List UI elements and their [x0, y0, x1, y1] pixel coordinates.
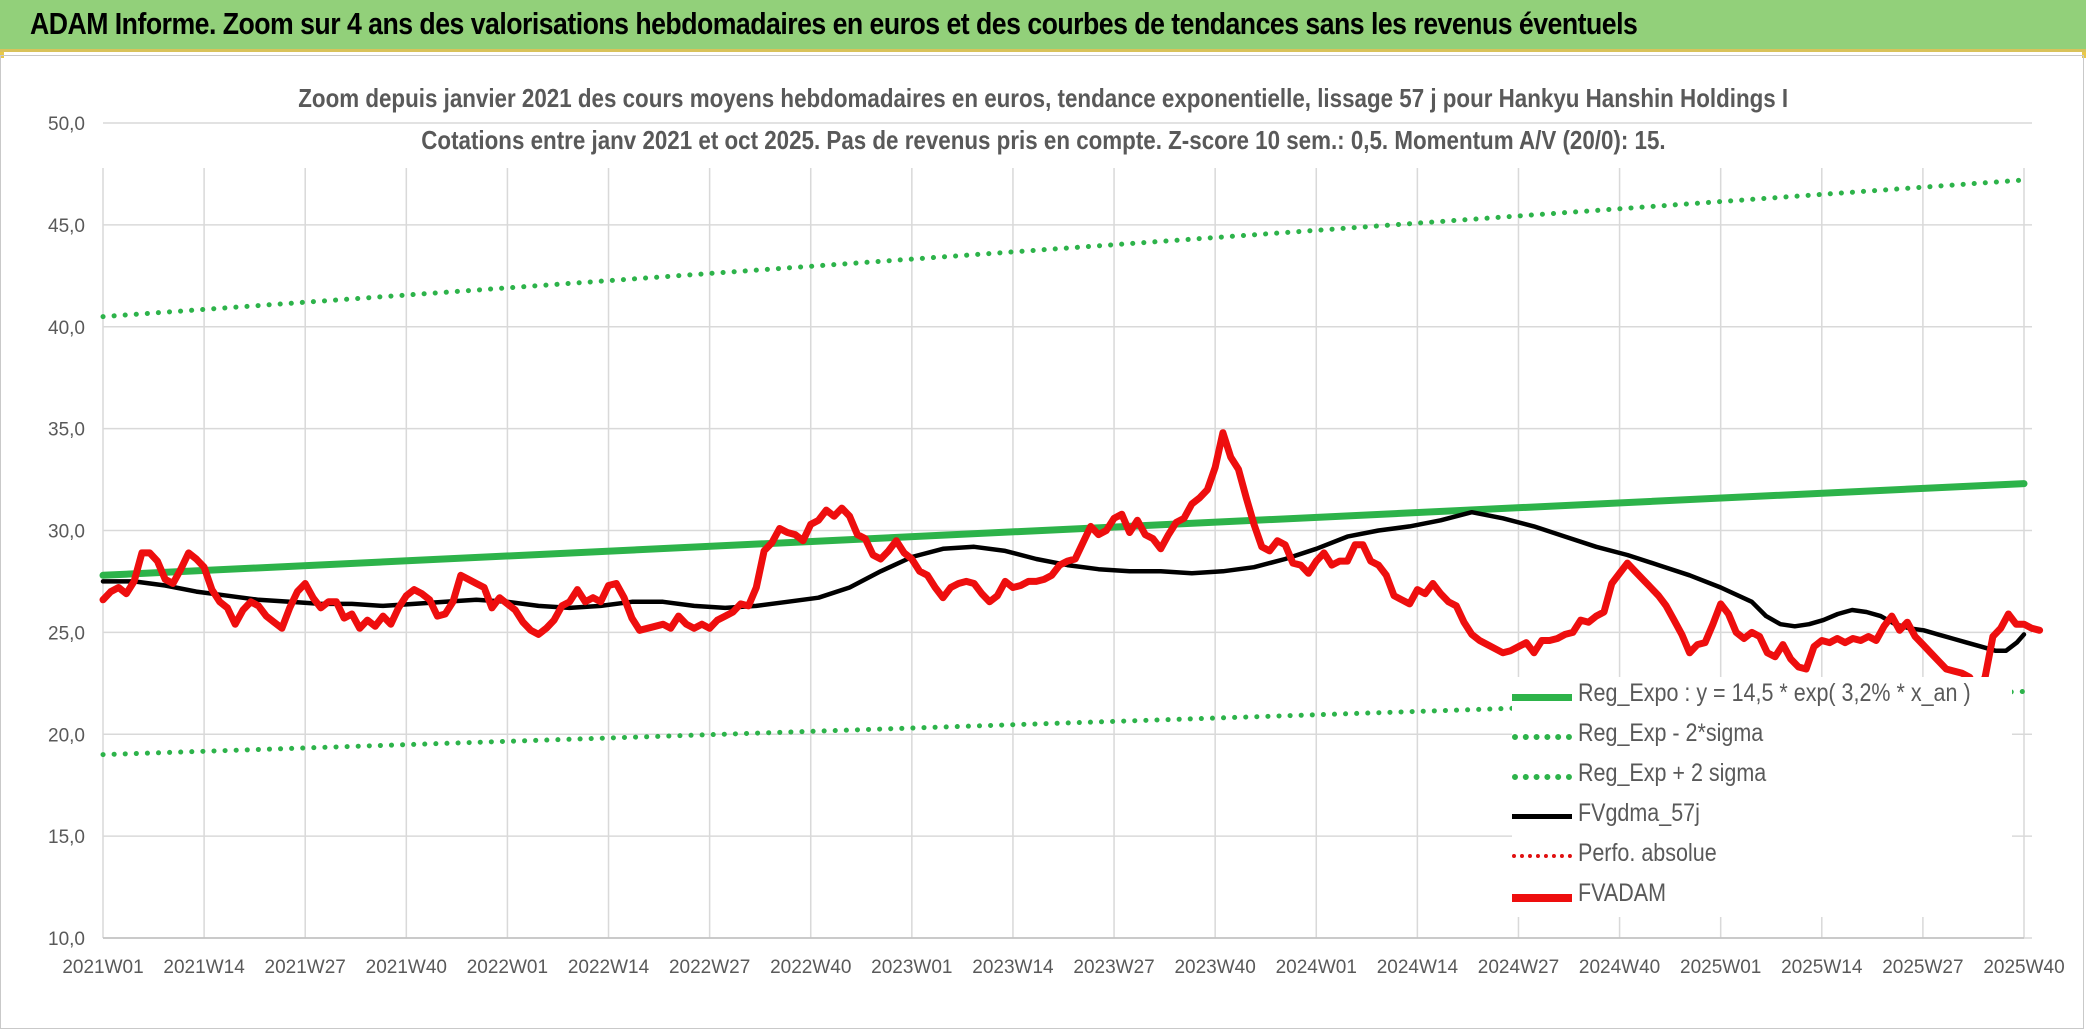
legend-swatch-fvadam	[1512, 894, 1572, 902]
x-tick-label: 2024W27	[1478, 957, 1559, 978]
y-tick-label: 45,0	[48, 216, 85, 237]
x-tick-label: 2024W14	[1377, 957, 1459, 978]
legend-swatch-reg-exp-minus	[1512, 734, 1572, 740]
legend-label-fvadam: FVADAM	[1578, 879, 1667, 907]
legend-label-reg-exp-minus: Reg_Exp - 2*sigma	[1578, 719, 1764, 747]
x-tick-label: 2022W27	[669, 957, 750, 978]
legend-label-reg-exp-plus: Reg_Exp + 2 sigma	[1578, 759, 1767, 787]
header-bar: ADAM Informe. Zoom sur 4 ans des valoris…	[0, 0, 2086, 52]
x-tick-label: 2023W40	[1174, 957, 1255, 978]
y-tick-label: 35,0	[48, 420, 85, 441]
series-line-reg-exp-2-sigma	[100, 689, 2027, 758]
legend-item-reg-expo: Reg_Expo : y = 14,5 * exp( 3,2% * x_an )	[1512, 677, 2012, 717]
x-tick-label: 2021W14	[163, 957, 245, 978]
chart-series	[99, 177, 2044, 758]
chart-subtitle-line1: Zoom depuis janvier 2021 des cours moyen…	[0, 83, 2086, 114]
legend-swatch-fvgdma	[1512, 814, 1572, 819]
x-tick-label: 2022W01	[467, 957, 548, 978]
y-axis-ticks: 10,0 15,0 20,0 25,0 30,0 35,0 40,0 45,0 50,0	[48, 114, 85, 950]
series-line-fvgdma-57j	[100, 509, 2027, 653]
x-tick-label: 2021W27	[265, 957, 346, 978]
x-tick-label: 2025W40	[1983, 957, 2064, 978]
legend-label-reg-expo: Reg_Expo : y = 14,5 * exp( 3,2% * x_an )	[1578, 679, 1971, 707]
y-tick-label: 20,0	[48, 725, 85, 746]
y-tick-label: 10,0	[48, 929, 85, 950]
y-tick-label: 40,0	[48, 318, 85, 339]
x-tick-label: 2025W01	[1680, 957, 1761, 978]
chart-frame	[0, 55, 2084, 1029]
legend-item-perfo: Perfo. absolue	[1512, 837, 2012, 877]
chart-subtitle-line2-text: Cotations entre janv 2021 et oct 2025. P…	[413, 125, 1673, 156]
x-axis-ticks: 2021W01 2021W14 2021W27 2021W40 2022W01 2022W…	[62, 957, 2064, 978]
chart-subtitle-line1-text: Zoom depuis janvier 2021 des cours moyen…	[291, 83, 1795, 114]
x-tick-label: 2023W27	[1073, 957, 1154, 978]
x-tick-label: 2023W01	[871, 957, 952, 978]
y-tick-label: 25,0	[48, 623, 85, 644]
x-tick-label: 2022W40	[770, 957, 851, 978]
legend-swatch-perfo	[1512, 854, 1572, 858]
y-tick-label: 15,0	[48, 827, 85, 848]
legend-swatch-reg-exp-plus	[1512, 774, 1572, 780]
series-line-reg-exp-2-sigma	[100, 177, 2027, 320]
y-tick-label: 50,0	[48, 114, 85, 135]
x-tick-label: 2024W01	[1276, 957, 1357, 978]
x-tick-label: 2021W40	[366, 957, 447, 978]
x-tick-label: 2025W27	[1882, 957, 1963, 978]
chart-legend: Reg_Expo : y = 14,5 * exp( 3,2% * x_an )…	[1512, 677, 2012, 917]
x-tick-label: 2025W14	[1781, 957, 1863, 978]
legend-item-fvgdma: FVgdma_57j	[1512, 797, 2012, 837]
legend-swatch-reg-expo	[1512, 694, 1572, 701]
legend-item-fvadam: FVADAM	[1512, 877, 2012, 917]
series-line-reg-expo-y-14-5-exp-3-2-x-an	[99, 480, 2028, 579]
header-accent-right	[2082, 52, 2086, 58]
legend-item-reg-exp-minus: Reg_Exp - 2*sigma	[1512, 717, 2012, 757]
page-title: ADAM Informe. Zoom sur 4 ans des valoris…	[30, 6, 1638, 41]
x-tick-label: 2023W14	[972, 957, 1054, 978]
legend-label-perfo: Perfo. absolue	[1578, 839, 1717, 867]
x-tick-label: 2024W40	[1579, 957, 1660, 978]
x-tick-label: 2021W01	[62, 957, 143, 978]
legend-label-fvgdma: FVgdma_57j	[1578, 799, 1700, 827]
x-tick-label: 2022W14	[568, 957, 650, 978]
y-tick-label: 30,0	[48, 522, 85, 543]
chart-subtitle-line2: Cotations entre janv 2021 et oct 2025. P…	[0, 125, 2086, 156]
legend-item-reg-exp-plus: Reg_Exp + 2 sigma	[1512, 757, 2012, 797]
series-line-fvadam	[99, 429, 2044, 695]
